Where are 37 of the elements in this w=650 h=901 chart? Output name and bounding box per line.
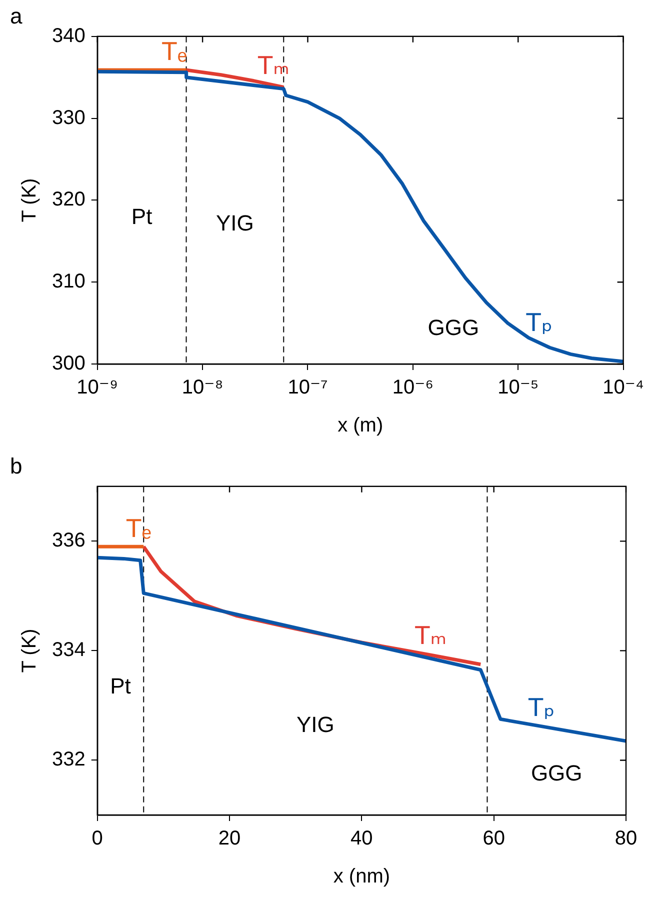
- x-tick-label: 10⁻⁴: [602, 376, 644, 399]
- series-label: Tₚ: [526, 307, 553, 338]
- annotation: GGG: [530, 760, 582, 786]
- y-tick-label: 320: [52, 188, 86, 211]
- x-tick-label: 10⁻⁷: [288, 376, 328, 399]
- series-label: Tₑ: [126, 512, 152, 543]
- y-tick-label: 340: [52, 24, 86, 47]
- y-axis-title: T (K): [18, 178, 41, 222]
- annotation: GGG: [428, 315, 480, 340]
- chart-title: a: [10, 3, 23, 28]
- y-axis-title: T (K): [18, 628, 41, 673]
- y-tick-label: 334: [52, 639, 86, 662]
- series-label: Tₚ: [528, 692, 555, 722]
- y-tick-label: 332: [52, 748, 86, 771]
- x-tick-label: 10⁻⁹: [76, 376, 118, 399]
- series-label: Tₘ: [257, 50, 290, 80]
- x-tick-label: 0: [92, 828, 103, 850]
- series-label: Tₘ: [414, 620, 447, 650]
- chart-title: b: [10, 453, 22, 478]
- x-tick-label: 10⁻⁶: [392, 376, 434, 399]
- annotation: Pt: [110, 673, 131, 698]
- annotation: YIG: [296, 712, 334, 737]
- y-tick-label: 336: [52, 530, 86, 552]
- x-tick-label: 60: [482, 828, 505, 850]
- series-label: Tₑ: [161, 36, 187, 66]
- y-tick-label: 310: [52, 270, 86, 293]
- y-tick-label: 300: [52, 352, 86, 375]
- x-tick-label: 10⁻⁸: [182, 376, 224, 399]
- annotation: YIG: [216, 210, 254, 236]
- x-tick-label: 40: [350, 828, 373, 850]
- x-axis-title: x (nm): [333, 866, 390, 888]
- x-axis-title: x (m): [338, 414, 384, 437]
- y-tick-label: 330: [52, 106, 86, 129]
- annotation: Pt: [131, 204, 152, 230]
- x-tick-label: 20: [218, 828, 241, 850]
- x-tick-label: 10⁻⁵: [498, 376, 539, 399]
- x-tick-label: 80: [614, 828, 638, 850]
